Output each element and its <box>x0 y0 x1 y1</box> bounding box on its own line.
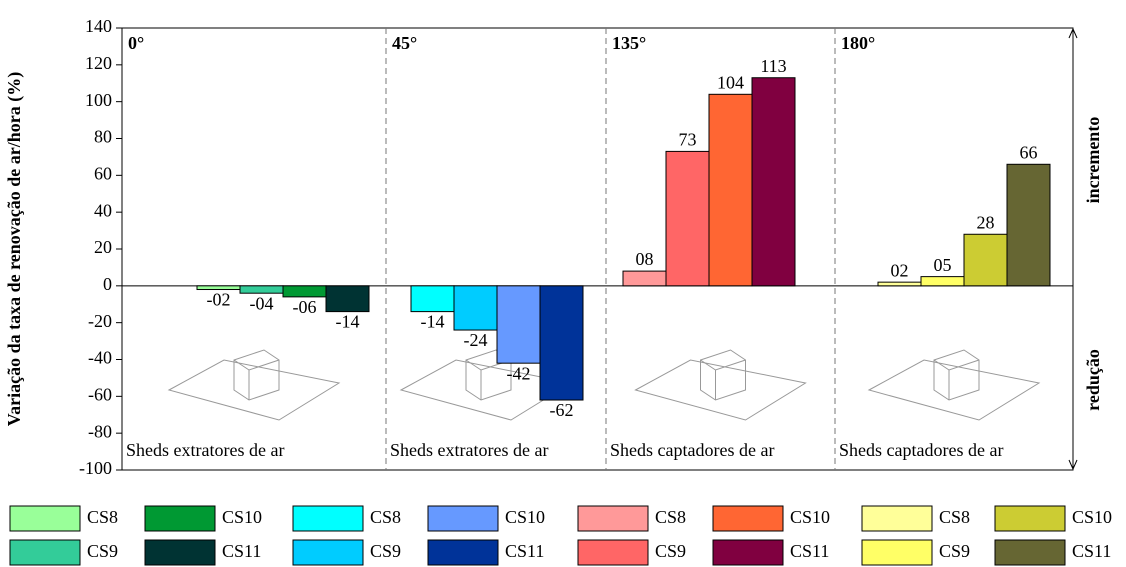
value-label: 113 <box>760 56 786 76</box>
legend-label: CS11 <box>222 541 261 561</box>
value-label: -42 <box>507 363 531 383</box>
bar <box>239 285 284 294</box>
bar <box>325 285 370 313</box>
legend-label: CS8 <box>939 507 970 527</box>
sketch <box>634 359 807 421</box>
panel-caption: Sheds extratores de ar <box>126 440 284 460</box>
legend-label: CS9 <box>939 541 970 561</box>
bar <box>496 285 541 364</box>
legend-label: CS8 <box>370 507 401 527</box>
legend-swatch <box>9 539 81 566</box>
legend-label: CS9 <box>87 541 118 561</box>
panel-title: 45° <box>392 33 417 53</box>
legend-swatch <box>292 505 364 532</box>
bar <box>708 93 753 287</box>
legend-swatch <box>577 539 649 566</box>
legend-label: CS10 <box>790 507 830 527</box>
bar <box>1006 163 1051 287</box>
legend-swatch <box>712 505 784 532</box>
y-tick-label: 140 <box>85 16 112 36</box>
bar <box>282 285 327 298</box>
panel-caption: Sheds captadores de ar <box>839 440 1003 460</box>
value-label: -62 <box>550 400 574 420</box>
y-tick-label: 20 <box>94 237 112 257</box>
value-label: -14 <box>336 312 360 332</box>
value-label: 73 <box>679 130 697 150</box>
value-label: -24 <box>464 330 488 350</box>
panel-title: 180° <box>841 33 875 53</box>
legend-label: CS11 <box>505 541 544 561</box>
legend-swatch <box>144 539 216 566</box>
legend-label: CS10 <box>1072 507 1112 527</box>
legend-swatch <box>861 505 933 532</box>
sketch <box>933 349 980 401</box>
legend-label: CS11 <box>1072 541 1111 561</box>
bar <box>877 281 922 287</box>
y-tick-label: -80 <box>88 421 112 441</box>
bar <box>920 276 965 287</box>
bar <box>453 285 498 331</box>
panel-caption: Sheds captadores de ar <box>610 440 774 460</box>
value-label: 05 <box>934 255 952 275</box>
legend-swatch <box>712 539 784 566</box>
legend-swatch <box>994 539 1066 566</box>
y-tick-label: 120 <box>85 53 112 73</box>
decrease-note: redução <box>1083 349 1103 411</box>
panel-caption: Sheds extratores de ar <box>390 440 548 460</box>
legend-swatch <box>292 539 364 566</box>
value-label: 08 <box>636 249 654 269</box>
value-label: 02 <box>891 260 909 280</box>
y-tick-label: 40 <box>94 200 112 220</box>
bar <box>665 150 710 287</box>
sketch <box>233 349 280 401</box>
legend-swatch <box>577 505 649 532</box>
y-tick-label: 0 <box>103 274 112 294</box>
value-label: 104 <box>717 72 744 92</box>
legend-swatch <box>144 505 216 532</box>
sketch <box>867 359 1041 421</box>
y-tick-label: 60 <box>94 163 112 183</box>
plot-frame <box>121 27 1074 471</box>
legend-label: CS11 <box>790 541 829 561</box>
bar <box>751 77 796 287</box>
value-label: 28 <box>977 212 995 232</box>
panel-title: 0° <box>128 33 144 53</box>
legend-label: CS8 <box>87 507 118 527</box>
value-label: -04 <box>250 293 274 313</box>
value-label: -02 <box>207 290 231 310</box>
value-label: -14 <box>421 312 445 332</box>
legend-swatch <box>994 505 1066 532</box>
legend-label: CS9 <box>655 541 686 561</box>
legend-swatch <box>427 539 499 566</box>
bar <box>410 285 455 313</box>
legend-swatch <box>427 505 499 532</box>
bar <box>622 270 667 287</box>
legend-swatch <box>9 505 81 532</box>
legend-swatch <box>861 539 933 566</box>
value-label: -06 <box>293 297 317 317</box>
legend-label: CS10 <box>505 507 545 527</box>
value-label: 66 <box>1020 142 1038 162</box>
sketch <box>167 359 341 421</box>
y-axis-label: Variação da taxa de renovação de ar/hora… <box>4 72 25 426</box>
y-tick-label: -40 <box>88 348 112 368</box>
y-tick-label: 100 <box>85 90 112 110</box>
legend-label: CS9 <box>370 541 401 561</box>
arrow-head <box>1068 459 1078 471</box>
bar <box>963 233 1008 287</box>
y-tick-label: -100 <box>79 458 112 478</box>
y-tick-label: 80 <box>94 127 112 147</box>
legend-label: CS10 <box>222 507 262 527</box>
sketch <box>700 349 746 401</box>
legend-label: CS8 <box>655 507 686 527</box>
y-tick-label: -20 <box>88 311 112 331</box>
y-tick-label: -60 <box>88 384 112 404</box>
bar <box>539 285 584 401</box>
arrow-head <box>1068 27 1078 39</box>
panel-title: 135° <box>612 33 646 53</box>
increase-note: incremento <box>1083 117 1103 204</box>
